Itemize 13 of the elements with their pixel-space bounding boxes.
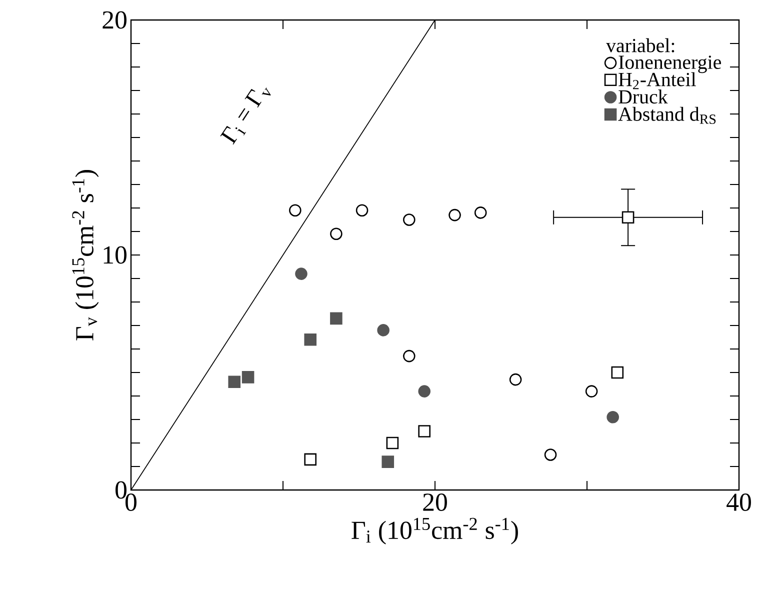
text: Γ$_{v}$ (10$^{15}$cm$^{-2}$ s$^{-1}$) xyxy=(72,170,99,340)
x-tick-label: 20 xyxy=(423,494,447,511)
legend-label: H$_{2}$-Anteil xyxy=(618,72,696,90)
text: Γ$_{i}$ (10$^{15}$cm$^{-2}$ s$^{-1}$) xyxy=(352,518,518,544)
legend-label: Abstand d$_{RS}$ xyxy=(618,106,716,124)
x-tick-label: 40 xyxy=(726,494,751,511)
legend-title: variabel: xyxy=(606,38,674,52)
y-tick-label: 10 xyxy=(104,246,126,264)
legend-label: Druck xyxy=(618,90,668,104)
y-tick-label: 20 xyxy=(102,11,126,29)
annotation: Γ$_{i}$ = Γ$_{v}$ xyxy=(220,87,271,145)
legend-label: Ionenenergie xyxy=(618,56,721,74)
y-tick-label: 0 xyxy=(116,481,126,499)
